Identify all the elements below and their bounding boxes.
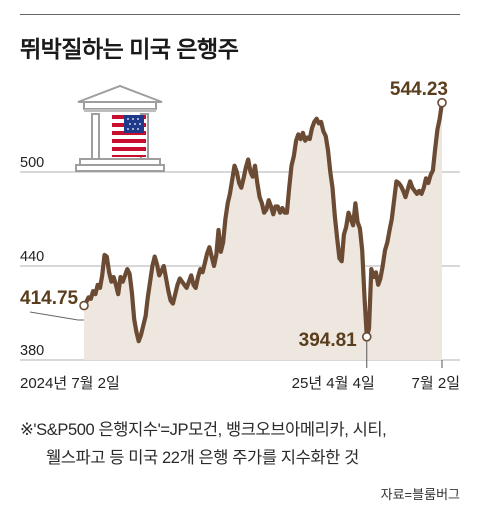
source-label: 자료=블룸버그 [380, 487, 460, 502]
x-axis-labels: 2024년 7월 2일 25년 4월 4일 7월 2일 [20, 375, 460, 392]
bank-building-icon [75, 84, 165, 172]
low-point [361, 331, 372, 342]
page-title: 뛰박질하는 미국 은행주 [20, 36, 239, 62]
end-value-label: 544.23 [390, 79, 448, 100]
top-rule [20, 14, 460, 15]
annotations: 414.75 394.81 544.23 [20, 79, 448, 368]
end-point [437, 97, 447, 108]
y-tick-label: 500 [20, 155, 44, 171]
us-flag-icon [112, 115, 146, 157]
y-tick-label: 440 [20, 249, 44, 265]
footnote-line2: 웰스파고 등 미국 22개 은행 주가를 지수화한 것 [46, 449, 359, 467]
x-tick-label: 7월 2일 [412, 375, 460, 392]
x-tick-label: 25년 4월 4일 [292, 375, 375, 392]
area-fill [84, 102, 442, 360]
start-leader [29, 311, 84, 321]
start-point [79, 300, 89, 311]
start-value-label: 414.75 [20, 288, 79, 309]
series-line [81, 100, 445, 344]
y-tick-label: 380 [20, 343, 44, 359]
low-value-label: 394.81 [299, 330, 358, 351]
x-tick-label: 2024년 7월 2일 [20, 375, 120, 392]
y-axis-labels: 380 440 500 [20, 155, 44, 359]
footnote-line1: ※'S&P500 은행지수'=JP모건, 뱅크오브아메리카, 시티, [20, 421, 387, 439]
